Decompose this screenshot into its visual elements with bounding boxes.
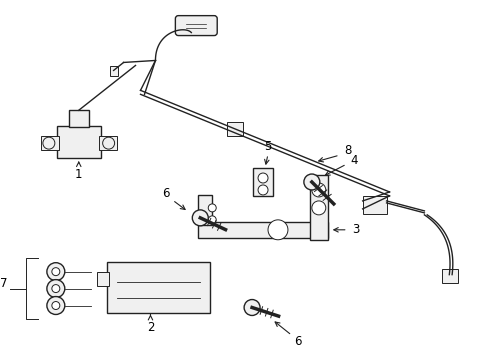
Circle shape [52, 285, 60, 293]
Circle shape [52, 302, 60, 310]
Bar [69, 110, 88, 127]
Circle shape [43, 137, 55, 149]
Circle shape [102, 137, 114, 149]
Bar [198, 222, 327, 238]
Circle shape [192, 210, 208, 226]
Text: 6: 6 [162, 188, 169, 201]
Circle shape [303, 174, 319, 190]
Text: 1: 1 [75, 167, 82, 180]
Bar [109, 67, 117, 76]
Bar [97, 272, 108, 285]
Circle shape [47, 263, 65, 280]
Circle shape [244, 300, 260, 315]
Text: 2: 2 [146, 321, 154, 334]
Text: 5: 5 [264, 140, 271, 153]
Circle shape [47, 280, 65, 298]
Bar [41, 136, 59, 150]
Text: 7: 7 [0, 277, 8, 290]
Bar [99, 136, 116, 150]
Circle shape [311, 201, 325, 215]
Circle shape [258, 185, 267, 195]
Circle shape [52, 268, 60, 276]
Circle shape [311, 183, 325, 197]
Circle shape [208, 204, 216, 212]
Bar [57, 126, 101, 158]
Circle shape [208, 216, 216, 224]
Text: 3: 3 [351, 223, 359, 236]
Circle shape [267, 220, 287, 240]
Text: 8: 8 [344, 144, 351, 157]
Circle shape [258, 173, 267, 183]
Bar [227, 122, 243, 136]
Bar [309, 175, 327, 240]
Bar [106, 262, 210, 314]
Text: 6: 6 [294, 335, 301, 348]
Bar [253, 168, 272, 196]
Text: 4: 4 [349, 154, 357, 167]
Bar [442, 269, 457, 283]
FancyBboxPatch shape [175, 15, 217, 36]
Bar [198, 195, 212, 225]
Bar [362, 196, 386, 214]
Circle shape [47, 297, 65, 315]
